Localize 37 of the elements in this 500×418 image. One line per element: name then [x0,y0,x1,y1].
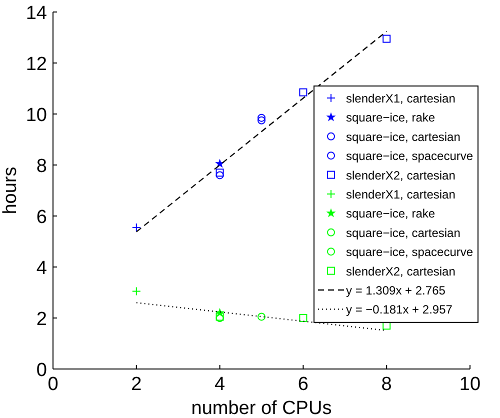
y-tick-label: 10 [26,105,47,126]
point [258,312,266,321]
x-tick-label: 10 [459,374,481,395]
y-tick-label: 2 [36,309,47,330]
legend-label: slenderX2, cartesian [346,264,456,278]
y-tick-label: 14 [26,3,48,24]
x-tick-label: 2 [131,374,142,395]
legend-label: square−ice, spacecurve [346,245,474,260]
point [299,314,308,322]
legend-label: square−ice, spacecurve [346,149,474,164]
x-tick-label: 4 [214,374,226,395]
legend-label: y = 1.309x + 2.765 [346,284,446,298]
point [299,88,308,96]
y-tick-label: 0 [36,360,47,381]
legend-label: square−ice, cartesian [346,130,460,144]
point [258,114,266,122]
legend-label: square−ice, cartesian [346,226,460,240]
point [216,171,224,180]
x-tick-label: 8 [381,374,392,395]
legend-label: slenderX2, cartesian [346,168,456,182]
point [258,116,266,124]
legend-label: square−ice, rake [346,206,436,221]
x-axis-title: number of CPUs [191,398,332,418]
legend-label: slenderX1, cartesian [346,188,456,202]
y-tick-label: 6 [36,207,47,228]
y-tick-label: 4 [36,258,48,279]
point [132,222,141,232]
point [132,286,141,296]
y-tick-label: 12 [26,54,47,75]
x-tick-label: 6 [298,374,308,395]
y-axis-title: hours [0,166,21,214]
y-tick-label: 8 [36,156,47,177]
point [382,34,391,43]
legend-label: square−ice, rake [346,110,436,125]
legend-label: y = −0.181x + 2.957 [346,302,453,317]
legend-label: slenderX1, cartesian [346,92,456,106]
point [216,168,224,177]
